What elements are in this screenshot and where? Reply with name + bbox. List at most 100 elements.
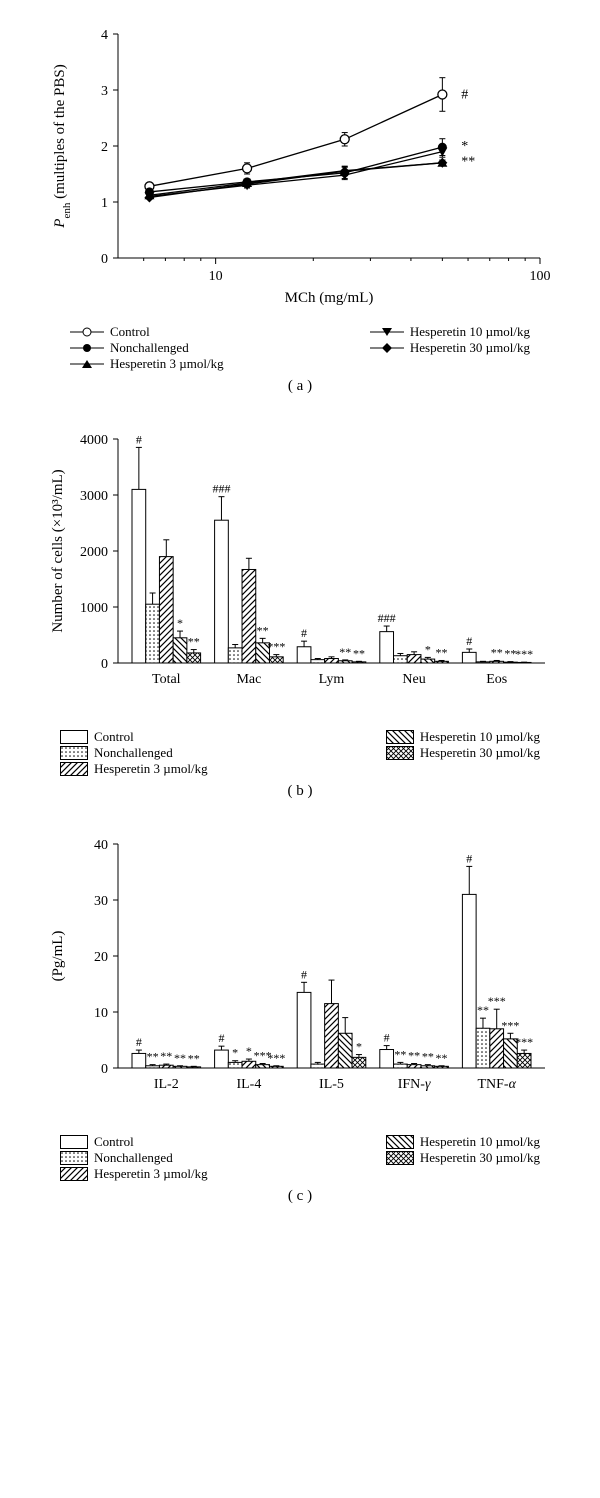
svg-text:#: # xyxy=(384,1031,390,1045)
legend-label: Hesperetin 30 µmol/kg xyxy=(420,745,540,761)
svg-text:**: ** xyxy=(422,1050,434,1064)
svg-text:1: 1 xyxy=(101,196,108,211)
svg-text:Lym: Lym xyxy=(319,672,345,687)
svg-text:**: ** xyxy=(394,1047,406,1061)
svg-text:Mac: Mac xyxy=(236,672,261,687)
svg-text:#: # xyxy=(466,851,472,865)
legend-h10: Hesperetin 10 µmol/kg xyxy=(386,729,540,745)
svg-text:Total: Total xyxy=(152,672,181,687)
svg-text:(Pg/mL): (Pg/mL) xyxy=(50,931,66,982)
legend-label: Hesperetin 10 µmol/kg xyxy=(420,729,540,745)
legend-label: Hesperetin 10 µmol/kg xyxy=(410,324,530,340)
bar-chart-b-svg: 01000200030004000Number of cells (×10³/m… xyxy=(40,425,560,715)
svg-text:#: # xyxy=(461,87,468,102)
svg-text:IL-2: IL-2 xyxy=(154,1077,179,1092)
legend-label: Nonchallenged xyxy=(110,340,189,356)
svg-text:**: ** xyxy=(339,645,351,659)
svg-text:**: ** xyxy=(353,646,365,660)
legend-label: Hesperetin 10 µmol/kg xyxy=(420,1134,540,1150)
svg-text:*: * xyxy=(232,1046,238,1060)
panel-a: 0123410100MCh (mg/mL)Penh (multiples of … xyxy=(10,20,590,395)
svg-text:0: 0 xyxy=(101,657,108,672)
legend-h3: Hesperetin 3 µmol/kg xyxy=(70,356,224,372)
svg-text:10: 10 xyxy=(94,1006,108,1021)
svg-text:**: ** xyxy=(257,623,269,637)
legend-label: Hesperetin 3 µmol/kg xyxy=(110,356,224,372)
legend-label: Hesperetin 3 µmol/kg xyxy=(94,761,208,777)
svg-text:**: ** xyxy=(461,155,475,170)
svg-text:#: # xyxy=(136,432,142,446)
legend-control: Control xyxy=(70,324,150,340)
svg-text:**: ** xyxy=(188,635,200,649)
svg-text:#: # xyxy=(218,1031,224,1045)
svg-text:100: 100 xyxy=(530,269,551,284)
legend-label: Control xyxy=(94,1134,134,1150)
legend-h10: Hesperetin 10 µmol/kg xyxy=(386,1134,540,1150)
svg-text:IL-5: IL-5 xyxy=(319,1077,344,1092)
svg-text:#: # xyxy=(136,1035,142,1049)
svg-text:***: *** xyxy=(267,1051,285,1065)
svg-text:IFN-γ: IFN-γ xyxy=(398,1077,431,1092)
svg-text:30: 30 xyxy=(94,894,108,909)
svg-text:***: *** xyxy=(515,647,533,661)
svg-text:IL-4: IL-4 xyxy=(236,1077,261,1092)
legend-nonchallenged: Nonchallenged xyxy=(60,745,173,761)
svg-text:0: 0 xyxy=(101,252,108,267)
svg-text:**: ** xyxy=(188,1051,200,1065)
svg-text:***: *** xyxy=(267,640,285,654)
legend-h30: Hesperetin 30 µmol/kg xyxy=(386,1150,540,1166)
legend-control: Control xyxy=(60,1134,134,1150)
legend-label: Nonchallenged xyxy=(94,1150,173,1166)
svg-text:***: *** xyxy=(488,994,506,1008)
legend-label: Hesperetin 30 µmol/kg xyxy=(420,1150,540,1166)
legend-h30: Hesperetin 30 µmol/kg xyxy=(370,340,530,356)
svg-text:Eos: Eos xyxy=(486,672,507,687)
legend-c: Control Hesperetin 10 µmol/kg Nonchallen… xyxy=(60,1130,540,1182)
svg-text:**: ** xyxy=(174,1051,186,1065)
svg-text:Neu: Neu xyxy=(402,672,425,687)
svg-text:***: *** xyxy=(515,1035,533,1049)
svg-text:20: 20 xyxy=(94,950,108,965)
svg-text:1000: 1000 xyxy=(80,601,108,616)
panel-label-c: ( c ) xyxy=(10,1188,590,1205)
svg-text:MCh (mg/mL): MCh (mg/mL) xyxy=(285,290,374,306)
legend-h3: Hesperetin 3 µmol/kg xyxy=(60,761,208,777)
svg-text:###: ### xyxy=(378,611,396,625)
line-chart: 0123410100MCh (mg/mL)Penh (multiples of … xyxy=(40,20,560,310)
svg-text:40: 40 xyxy=(94,838,108,853)
svg-text:**: ** xyxy=(436,645,448,659)
svg-text:**: ** xyxy=(436,1051,448,1065)
svg-text:Penh (multiples of the PBS): Penh (multiples of the PBS) xyxy=(52,64,73,228)
legend-h10: Hesperetin 10 µmol/kg xyxy=(370,324,530,340)
legend-label: Control xyxy=(94,729,134,745)
svg-text:3: 3 xyxy=(101,84,108,99)
line-chart-svg: 0123410100MCh (mg/mL)Penh (multiples of … xyxy=(40,20,560,310)
panel-label-b: ( b ) xyxy=(10,783,590,800)
legend-label: Hesperetin 30 µmol/kg xyxy=(410,340,530,356)
svg-text:TNF-α: TNF-α xyxy=(477,1077,516,1092)
legend-control: Control xyxy=(60,729,134,745)
svg-text:2000: 2000 xyxy=(80,545,108,560)
panel-label-a: ( a ) xyxy=(10,378,590,395)
legend-nonchallenged: Nonchallenged xyxy=(60,1150,173,1166)
svg-text:###: ### xyxy=(212,482,230,496)
svg-text:*: * xyxy=(425,642,431,656)
svg-text:3000: 3000 xyxy=(80,489,108,504)
svg-text:4: 4 xyxy=(101,28,108,43)
svg-text:*: * xyxy=(246,1044,252,1058)
svg-text:**: ** xyxy=(147,1050,159,1064)
bar-chart-c: 010203040(Pg/mL)#********IL-2#********IL… xyxy=(40,830,560,1120)
svg-text:2: 2 xyxy=(101,140,108,155)
panel-c: 010203040(Pg/mL)#********IL-2#********IL… xyxy=(10,830,590,1205)
legend-a: Control Hesperetin 10 µmol/kg Nonchallen… xyxy=(70,320,530,372)
bar-chart-c-svg: 010203040(Pg/mL)#********IL-2#********IL… xyxy=(40,830,560,1120)
svg-text:#: # xyxy=(301,967,307,981)
legend-label: Nonchallenged xyxy=(94,745,173,761)
legend-h30: Hesperetin 30 µmol/kg xyxy=(386,745,540,761)
legend-label: Hesperetin 3 µmol/kg xyxy=(94,1166,208,1182)
legend-label: Control xyxy=(110,324,150,340)
svg-text:#: # xyxy=(466,634,472,648)
legend-h3: Hesperetin 3 µmol/kg xyxy=(60,1166,208,1182)
svg-text:**: ** xyxy=(408,1049,420,1063)
svg-text:0: 0 xyxy=(101,1062,108,1077)
